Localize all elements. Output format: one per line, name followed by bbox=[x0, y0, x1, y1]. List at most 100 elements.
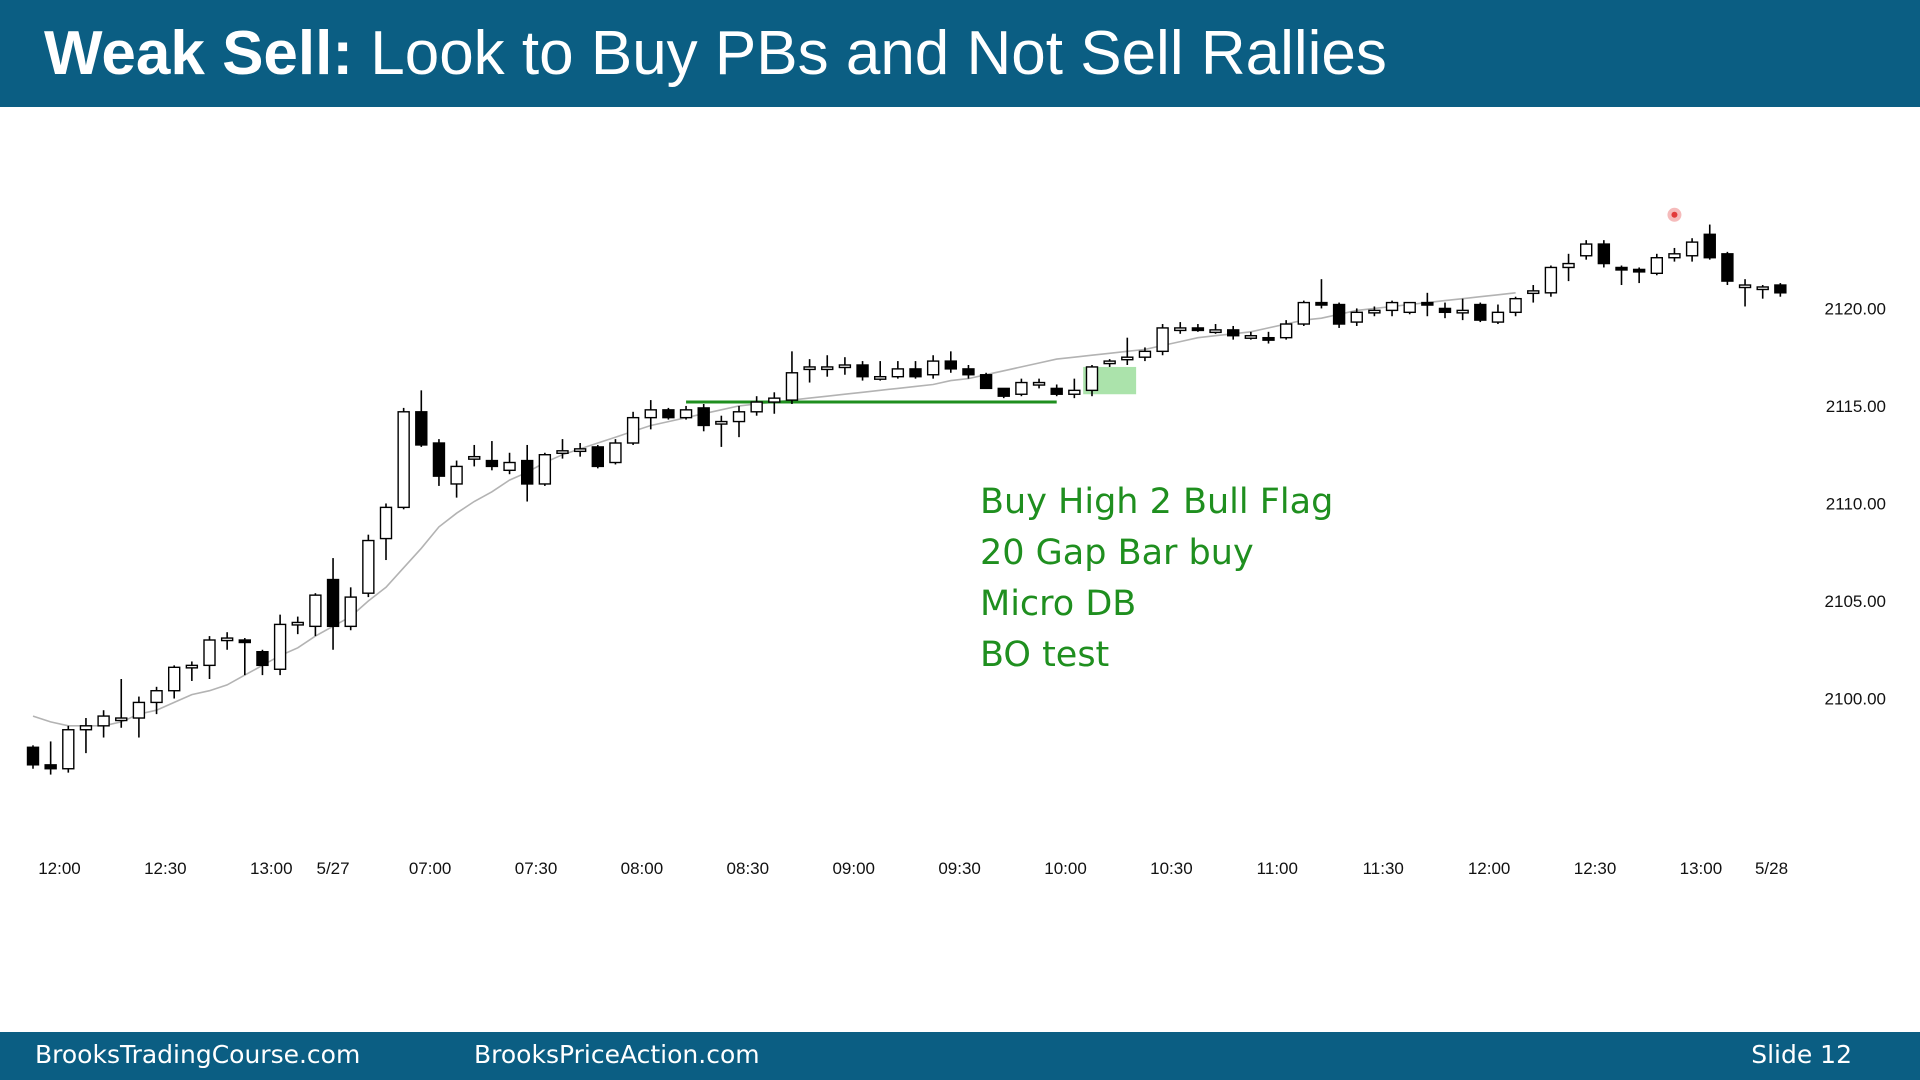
candle-body-bull bbox=[503, 461, 516, 472]
y-axis: 2100.00 2105.00 2110.00 2115.00 2120.00 bbox=[1825, 299, 1886, 708]
candle-body-bull bbox=[1156, 327, 1169, 353]
candle bbox=[1562, 253, 1575, 282]
candle bbox=[1474, 302, 1487, 323]
candle bbox=[273, 614, 287, 676]
candle bbox=[1262, 331, 1275, 344]
candle-body-bull bbox=[1138, 350, 1152, 358]
x-tick-label: 13:00 bbox=[250, 859, 293, 878]
candles-layer bbox=[26, 224, 1787, 775]
candle bbox=[609, 439, 622, 465]
candle bbox=[1121, 337, 1134, 365]
candle bbox=[803, 359, 816, 383]
candle-body-bull bbox=[309, 594, 322, 628]
footer-website-link[interactable]: BrooksPriceAction.com bbox=[474, 1040, 760, 1069]
candle-body-bear bbox=[256, 651, 269, 667]
candle-body-bear bbox=[662, 409, 675, 419]
candle bbox=[415, 390, 428, 447]
x-tick-label: 08:30 bbox=[727, 859, 770, 878]
candle bbox=[97, 710, 110, 738]
candle-body-bear bbox=[944, 360, 957, 370]
candle bbox=[203, 636, 216, 680]
candle bbox=[1438, 302, 1452, 319]
candle-body-bull bbox=[1756, 286, 1769, 291]
candle bbox=[1174, 322, 1187, 334]
candle bbox=[1385, 300, 1399, 317]
annotation-line: Micro DB bbox=[980, 584, 1136, 624]
candle-body-bear bbox=[26, 746, 40, 766]
candle-body-bear bbox=[962, 368, 975, 376]
candle-body-bull bbox=[926, 360, 940, 376]
candle-body-bull bbox=[1527, 290, 1540, 295]
candle bbox=[750, 396, 763, 416]
candle-body-bear bbox=[1632, 268, 1646, 273]
candle-body-bull bbox=[1103, 360, 1116, 365]
annotation-line: BO test bbox=[980, 635, 1109, 675]
candle bbox=[926, 355, 940, 379]
candle bbox=[468, 444, 481, 467]
candle bbox=[503, 452, 516, 475]
candle bbox=[1403, 301, 1416, 315]
candle-body-bull bbox=[273, 623, 287, 670]
slide-number: Slide 12 bbox=[1751, 1040, 1852, 1069]
candle-body-bull bbox=[556, 450, 569, 455]
candle-body-bull bbox=[1350, 311, 1363, 323]
candle-body-bull bbox=[291, 621, 304, 626]
x-tick-label: 13:00 bbox=[1680, 859, 1723, 878]
x-tick-label: 09:30 bbox=[938, 859, 981, 878]
candle-body-bull bbox=[185, 664, 199, 669]
candle bbox=[944, 351, 957, 373]
candle-body-bull bbox=[768, 397, 781, 403]
candle bbox=[1544, 265, 1558, 297]
candle-body-bull bbox=[62, 729, 75, 770]
candle-body-bear bbox=[591, 446, 604, 468]
candle bbox=[291, 616, 304, 635]
candle-body-bear bbox=[1474, 303, 1487, 321]
candle-body-bull bbox=[609, 442, 622, 464]
candle bbox=[1138, 347, 1152, 362]
candle-body-bear bbox=[238, 639, 252, 644]
candle-body-bear bbox=[1050, 387, 1063, 395]
candle bbox=[1297, 300, 1311, 326]
candle bbox=[538, 452, 552, 486]
candle-body-bear bbox=[1421, 301, 1434, 306]
candle bbox=[1491, 304, 1505, 325]
candle bbox=[697, 403, 710, 432]
candle bbox=[521, 444, 534, 502]
candle bbox=[1579, 240, 1593, 260]
candle-body-bull bbox=[1544, 266, 1558, 294]
candle bbox=[79, 718, 93, 754]
candle bbox=[1527, 285, 1540, 303]
candle-body-bull bbox=[220, 637, 234, 642]
candle-body-bear bbox=[856, 364, 869, 378]
candle bbox=[1421, 292, 1434, 317]
candle-body-bear bbox=[44, 764, 57, 770]
candle bbox=[1509, 296, 1522, 317]
candle-body-bull bbox=[1085, 366, 1099, 392]
candle-body-bull bbox=[1403, 301, 1416, 314]
candle-body-bull bbox=[468, 455, 481, 460]
candle-body-bear bbox=[1262, 336, 1275, 341]
candle bbox=[150, 686, 163, 715]
footer-course-link[interactable]: BrooksTradingCourse.com bbox=[35, 1040, 361, 1069]
candle bbox=[1191, 324, 1205, 332]
candle bbox=[132, 696, 146, 738]
candle bbox=[1597, 240, 1611, 268]
candle-body-bull bbox=[715, 420, 728, 425]
candle-body-bear bbox=[432, 442, 446, 477]
candle-body-bear bbox=[1597, 243, 1611, 265]
footer-bar: BrooksTradingCourse.com BrooksPriceActio… bbox=[0, 1032, 1920, 1080]
x-tick-label: 5/28 bbox=[1755, 859, 1788, 878]
candle bbox=[1456, 298, 1469, 321]
candle-body-bull bbox=[132, 701, 146, 719]
candle-body-bear bbox=[1615, 266, 1628, 271]
y-tick-label: 2115.00 bbox=[1826, 397, 1886, 416]
y-tick-label: 2100.00 bbox=[1825, 690, 1886, 709]
candle-body-bear bbox=[1226, 329, 1240, 337]
candle bbox=[997, 387, 1010, 399]
candle bbox=[1756, 285, 1769, 299]
candle bbox=[397, 407, 410, 510]
x-tick-label: 11:30 bbox=[1363, 859, 1404, 878]
candle-body-bear bbox=[979, 374, 993, 390]
candle bbox=[1615, 265, 1628, 286]
candle-body-bull bbox=[874, 375, 887, 380]
